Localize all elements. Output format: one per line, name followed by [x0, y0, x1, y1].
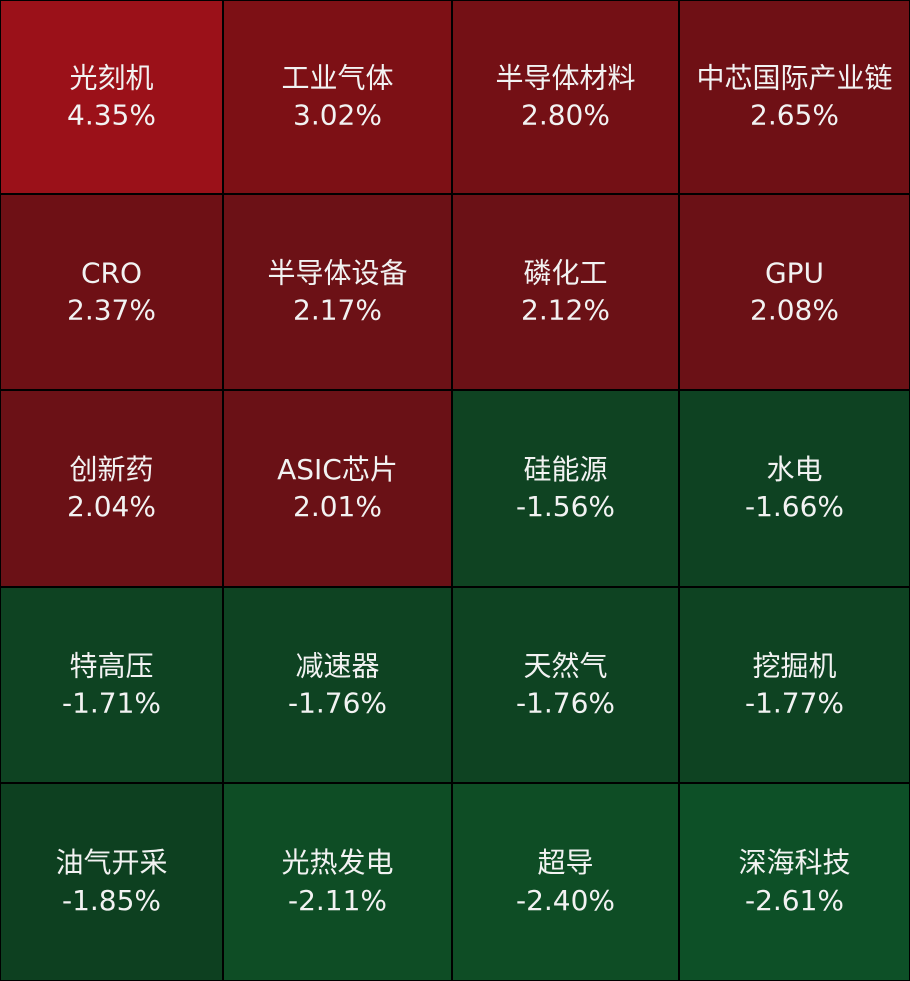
- heat-cell: [0, 390, 223, 587]
- cell-value: 4.35%: [67, 98, 156, 131]
- cell-name: ASIC芯片: [277, 453, 398, 486]
- cell-name: 挖掘机: [752, 649, 836, 682]
- cell-name: 光刻机: [69, 62, 153, 95]
- cell-name: 光热发电: [281, 846, 393, 879]
- cell-name: 深海科技: [738, 846, 850, 879]
- cell-value: -2.11%: [288, 884, 387, 917]
- cell-name: 油气开采: [55, 846, 167, 879]
- cell-value: 2.37%: [67, 294, 156, 327]
- cell-value: 2.12%: [521, 294, 610, 327]
- cell-name: 半导体材料: [495, 62, 635, 95]
- heat-cell: [223, 0, 452, 194]
- heat-cell: [452, 0, 679, 194]
- cell-name: 超导: [537, 846, 593, 879]
- cell-value: -1.77%: [745, 687, 844, 720]
- cell-name: CRO: [81, 256, 142, 289]
- cell-name: 工业气体: [281, 62, 393, 95]
- heat-cell: [0, 194, 223, 390]
- heat-cell: [223, 390, 452, 587]
- cell-value: 2.80%: [521, 98, 610, 131]
- cell-value: 2.08%: [750, 294, 839, 327]
- heat-cell: [679, 194, 910, 390]
- cell-value: -1.66%: [745, 490, 844, 523]
- cell-value: -1.85%: [62, 884, 161, 917]
- cell-value: -2.61%: [745, 884, 844, 917]
- heat-cell: [223, 194, 452, 390]
- cell-name: 磷化工: [523, 256, 607, 289]
- heat-cell: [679, 783, 910, 981]
- cell-name: 创新药: [69, 453, 153, 486]
- cell-value: -1.76%: [288, 687, 387, 720]
- heat-cell: [223, 783, 452, 981]
- heat-cell: [452, 783, 679, 981]
- heat-cell: [0, 783, 223, 981]
- cell-value: 3.02%: [293, 98, 382, 131]
- heat-cell: [223, 587, 452, 783]
- cell-value: 2.01%: [293, 490, 382, 523]
- heat-cell: [679, 587, 910, 783]
- cell-value: 2.17%: [293, 294, 382, 327]
- heat-cell: [679, 0, 910, 194]
- cell-name: 减速器: [295, 649, 379, 682]
- cell-name: 半导体设备: [267, 256, 407, 289]
- heat-cell: [0, 0, 223, 194]
- heat-cell: [0, 587, 223, 783]
- heat-cell: [452, 194, 679, 390]
- cell-name: 特高压: [69, 649, 153, 682]
- cell-name: 天然气: [523, 649, 607, 682]
- heat-cell: [452, 587, 679, 783]
- cell-value: -1.76%: [516, 687, 615, 720]
- cell-value: 2.04%: [67, 490, 156, 523]
- heat-cell: [452, 390, 679, 587]
- cell-name: 水电: [766, 453, 822, 486]
- cell-value: -2.40%: [516, 884, 615, 917]
- cell-value: -1.56%: [516, 490, 615, 523]
- heat-cell: [679, 390, 910, 587]
- cell-name: 中芯国际产业链: [696, 62, 892, 95]
- cell-value: -1.71%: [62, 687, 161, 720]
- cell-name: 硅能源: [523, 453, 607, 486]
- cell-name: GPU: [765, 256, 824, 289]
- cell-value: 2.65%: [750, 98, 839, 131]
